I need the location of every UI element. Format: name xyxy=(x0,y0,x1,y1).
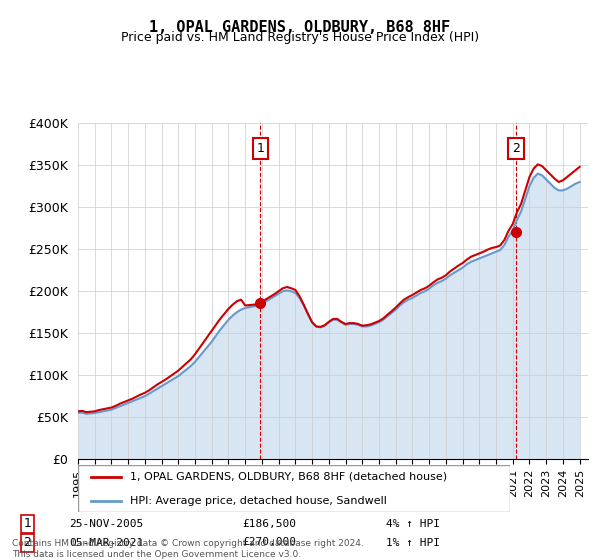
Text: £186,500: £186,500 xyxy=(242,519,296,529)
Text: 05-MAR-2021: 05-MAR-2021 xyxy=(70,538,144,548)
Text: 1: 1 xyxy=(256,142,264,155)
Text: 1% ↑ HPI: 1% ↑ HPI xyxy=(386,538,440,548)
FancyBboxPatch shape xyxy=(78,465,510,512)
Text: 4% ↑ HPI: 4% ↑ HPI xyxy=(386,519,440,529)
Text: Contains HM Land Registry data © Crown copyright and database right 2024.
This d: Contains HM Land Registry data © Crown c… xyxy=(12,539,364,559)
Text: 1: 1 xyxy=(23,517,31,530)
Text: 2: 2 xyxy=(23,536,31,549)
Text: HPI: Average price, detached house, Sandwell: HPI: Average price, detached house, Sand… xyxy=(130,496,387,506)
Text: 1, OPAL GARDENS, OLDBURY, B68 8HF: 1, OPAL GARDENS, OLDBURY, B68 8HF xyxy=(149,20,451,35)
Text: 25-NOV-2005: 25-NOV-2005 xyxy=(70,519,144,529)
Text: £270,000: £270,000 xyxy=(242,538,296,548)
Text: 2: 2 xyxy=(512,142,520,155)
Text: Price paid vs. HM Land Registry's House Price Index (HPI): Price paid vs. HM Land Registry's House … xyxy=(121,31,479,44)
Text: 1, OPAL GARDENS, OLDBURY, B68 8HF (detached house): 1, OPAL GARDENS, OLDBURY, B68 8HF (detac… xyxy=(130,472,447,482)
